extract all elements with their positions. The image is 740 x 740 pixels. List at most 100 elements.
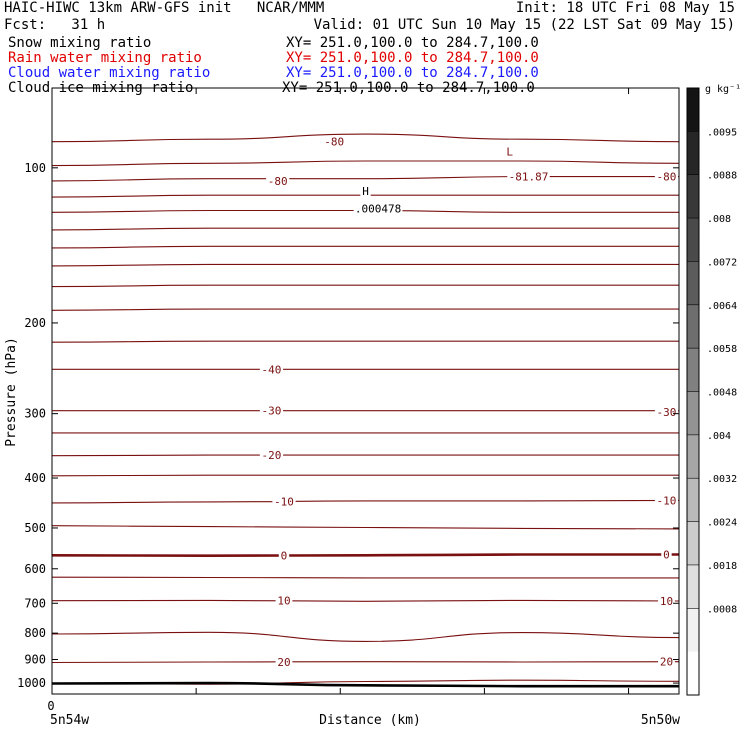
contour-label: -80: [324, 136, 344, 149]
colorbar-level-label: .0072: [707, 257, 737, 268]
init-time: Init: 18 UTC Fri 08 May 15: [515, 0, 735, 16]
contour-line: [51, 599, 680, 602]
colorbar-level-label: .0095: [707, 127, 737, 138]
contour-label-bg: [654, 406, 679, 419]
colorbar-level-label: .008: [707, 214, 731, 225]
y-tick-label: 400: [24, 471, 46, 485]
contour-label: 0: [663, 549, 670, 562]
contour-label-bg: [275, 594, 293, 607]
colorbar-swatch: [687, 434, 699, 479]
contour-label: -10: [657, 494, 677, 507]
contour-label: -30: [657, 406, 677, 419]
contour-label: 20: [277, 656, 290, 669]
colorbar-swatch: [687, 261, 699, 305]
field-cloud-water-xy: XY= 251.0,100.0 to 284.7,100.0: [286, 65, 539, 81]
field-rain-xy: XY= 251.0,100.0 to 284.7,100.0: [286, 50, 539, 66]
contour-line: [51, 576, 679, 579]
contour-line: [51, 133, 680, 143]
contour-label: .000478: [355, 203, 401, 216]
contour-label-bg: [507, 170, 550, 183]
contour-label: -80: [268, 175, 288, 188]
contour-lines: [51, 133, 680, 688]
contour-line: [51, 176, 679, 182]
contour-label: 20: [660, 656, 673, 669]
contour-line: [51, 227, 679, 231]
y-tick-label: 700: [24, 596, 46, 610]
contour-line: [51, 631, 680, 642]
y-tick-label: 100: [24, 161, 46, 175]
contour-label: -20: [262, 449, 282, 462]
contour-label-bg: [661, 548, 672, 561]
x-axis-title: Distance (km): [319, 713, 421, 728]
contour-line: [51, 263, 679, 267]
contour-label-bg: [278, 549, 290, 562]
x-tick-label-left: 5n54w: [50, 713, 89, 728]
contour-line: [51, 474, 679, 477]
x-axis: 0 5n54w Distance (km) 5n50w: [47, 88, 680, 728]
colorbar-swatch: [687, 521, 699, 565]
contour-line: [51, 499, 680, 504]
contour-label-bg: [259, 363, 284, 376]
field-snow-xy: XY= 251.0,100.0 to 284.7,100.0: [286, 35, 539, 51]
x-tick-label-zero: 0: [47, 699, 54, 713]
x-tick-label-right: 5n50w: [641, 713, 680, 728]
colorbar-level-label: .0024: [707, 518, 737, 529]
contour-label-bg: [275, 655, 293, 668]
contour-label: H: [362, 185, 369, 198]
y-tick-label: 900: [24, 653, 46, 667]
contour-label: -10: [274, 495, 294, 508]
y-tick-label: 200: [24, 316, 46, 330]
contour-line: [51, 681, 679, 688]
contour-label-bg: [658, 655, 675, 668]
contour-label-bg: [654, 494, 679, 507]
colorbar-swatch: [687, 304, 699, 349]
contour-line: [51, 525, 680, 530]
forecast-hour: Fcst: 31 h: [4, 17, 106, 33]
y-tick-label: 500: [24, 521, 46, 535]
contour-label-bg: [266, 174, 290, 187]
contour-labels: -80 -80 -80 -81.87 L H .000478 -40 -30 -30 -20 -10 -…: [259, 135, 679, 669]
contour-label-bg: [658, 595, 675, 608]
contour-line: [51, 245, 679, 249]
contour-label-bg: [654, 170, 679, 183]
colorbar-level-label: .0088: [707, 171, 737, 182]
colorbar-swatch: [687, 478, 699, 522]
field-snow-name: Snow mixing ratio: [8, 35, 152, 51]
contour-line: [51, 160, 680, 167]
colorbar: .0095 .0088 .008 .0072 .0064 .0058 .0048 .004 .0…: [686, 87, 737, 696]
y-tick-label: 1000: [17, 676, 46, 690]
contour-label: -30: [262, 405, 282, 418]
contour-label: 10: [277, 595, 290, 608]
colorbar-level-label: .0018: [707, 561, 737, 572]
contour-line: [51, 284, 679, 288]
contour-line: [51, 553, 679, 558]
colorbar-level-label: .0032: [707, 474, 737, 485]
contour-label-bg: [322, 135, 346, 148]
contour-label-bg: [504, 145, 515, 158]
contour-line: [51, 308, 679, 311]
y-tick-label: 300: [24, 407, 46, 421]
y-tick-label: 800: [24, 626, 46, 640]
contour-line: [51, 340, 679, 343]
contour-label-bg: [360, 185, 371, 198]
contour-label: -40: [262, 363, 282, 376]
colorbar-swatch: [687, 348, 699, 392]
colorbar-swatch: [687, 131, 699, 175]
contour-label: L: [506, 146, 513, 159]
colorbar-swatch: [687, 651, 699, 695]
field-rain-name: Rain water mixing ratio: [8, 50, 202, 66]
colorbar-swatch: [687, 608, 699, 652]
colorbar-swatch: [687, 218, 699, 262]
y-axis-title: Pressure (hPa): [4, 337, 19, 447]
contour-label: 10: [660, 595, 673, 608]
chart-title: HAIC-HIWC 13km ARW-GFS init NCAR/MMM: [4, 0, 325, 16]
contour-line: [51, 661, 680, 664]
contour-label-bg: [259, 449, 284, 462]
colorbar-level-label: .0058: [707, 344, 737, 355]
colorbar-swatch: [687, 88, 699, 132]
contour-label: 0: [281, 549, 288, 562]
y-tick-label: 600: [24, 562, 46, 576]
colorbar-swatch: [687, 391, 699, 435]
